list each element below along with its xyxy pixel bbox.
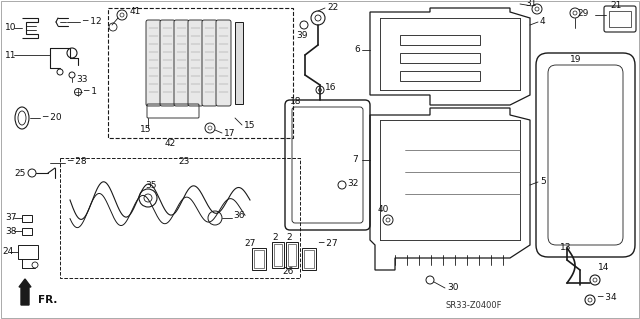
Text: FR.: FR.: [38, 295, 58, 305]
Bar: [18, 245, 38, 259]
Text: 33: 33: [76, 75, 88, 84]
FancyBboxPatch shape: [202, 20, 217, 106]
Bar: [304, 250, 314, 268]
Bar: [60, 158, 300, 278]
Text: 35: 35: [145, 182, 157, 190]
Text: SR33-Z0400F: SR33-Z0400F: [446, 300, 502, 309]
Bar: [22, 228, 32, 235]
Text: ─ 34: ─ 34: [597, 293, 616, 302]
Bar: [400, 35, 480, 45]
Bar: [400, 53, 480, 63]
Bar: [272, 242, 284, 268]
Text: 41: 41: [130, 6, 141, 16]
Text: 16: 16: [325, 84, 337, 93]
Text: 23: 23: [178, 158, 189, 167]
Bar: [108, 8, 293, 138]
Text: 19: 19: [570, 56, 582, 64]
Bar: [22, 215, 32, 222]
Text: 13: 13: [560, 243, 572, 253]
Text: 15: 15: [244, 121, 255, 130]
FancyBboxPatch shape: [216, 20, 231, 106]
Bar: [235, 22, 243, 104]
Text: 7: 7: [352, 155, 358, 165]
Text: 40: 40: [378, 205, 389, 214]
Text: 21: 21: [610, 1, 621, 10]
Text: 25: 25: [14, 168, 26, 177]
FancyBboxPatch shape: [160, 20, 175, 106]
Text: 11: 11: [5, 50, 17, 60]
Text: 4: 4: [540, 17, 546, 26]
Bar: [274, 244, 282, 266]
Text: 2: 2: [272, 233, 278, 241]
Text: 37: 37: [5, 213, 17, 222]
Bar: [252, 248, 266, 270]
Text: 18: 18: [290, 98, 301, 107]
Text: 39: 39: [296, 31, 307, 40]
Text: 29: 29: [577, 9, 588, 18]
Text: ─ 12: ─ 12: [82, 17, 102, 26]
FancyBboxPatch shape: [174, 20, 189, 106]
Text: 32: 32: [347, 180, 358, 189]
Bar: [286, 242, 298, 268]
Bar: [288, 244, 296, 266]
FancyBboxPatch shape: [188, 20, 203, 106]
Bar: [609, 11, 631, 27]
Text: ─ 28: ─ 28: [67, 158, 86, 167]
Text: ─ 1: ─ 1: [83, 87, 97, 97]
Text: 6: 6: [354, 46, 360, 55]
FancyBboxPatch shape: [146, 20, 161, 106]
FancyArrow shape: [19, 279, 31, 305]
Text: 24: 24: [2, 248, 13, 256]
Text: 17: 17: [224, 129, 236, 137]
Text: 26: 26: [282, 268, 293, 277]
Bar: [302, 248, 316, 270]
Text: 14: 14: [598, 263, 609, 272]
Text: ─ 20: ─ 20: [42, 113, 61, 122]
Text: 10: 10: [5, 24, 17, 33]
Text: 27: 27: [244, 239, 255, 248]
Text: 42: 42: [165, 138, 176, 147]
Text: 30: 30: [447, 284, 458, 293]
Text: 2: 2: [286, 233, 292, 241]
Text: 38: 38: [5, 226, 17, 235]
Text: 31: 31: [525, 0, 536, 8]
Text: 22: 22: [327, 3, 339, 11]
Text: 36: 36: [233, 211, 244, 220]
Text: 15: 15: [140, 125, 152, 135]
Bar: [254, 250, 264, 268]
Bar: [400, 71, 480, 81]
Text: ─ 27: ─ 27: [318, 239, 338, 248]
Text: 5: 5: [540, 176, 546, 186]
